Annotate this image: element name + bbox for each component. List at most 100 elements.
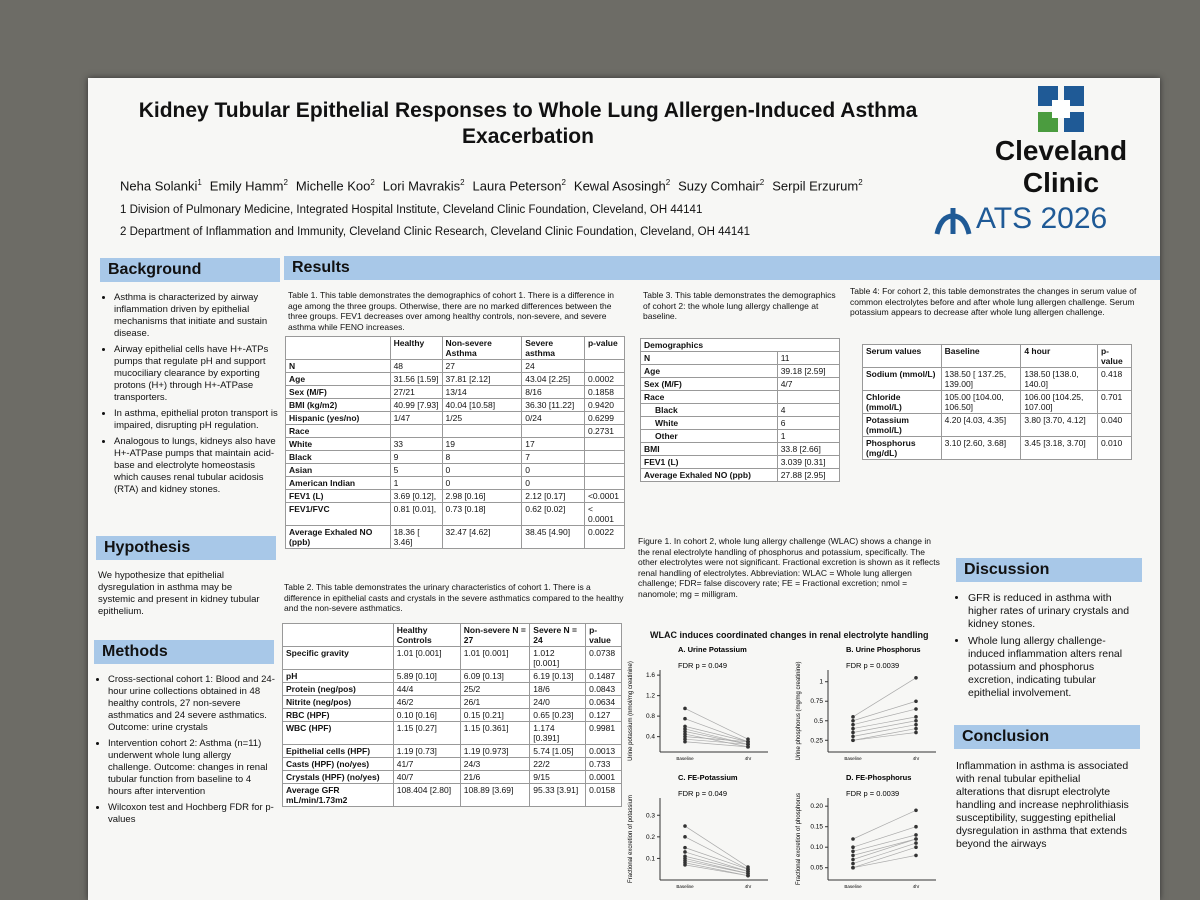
author: Laura Peterson [472, 178, 562, 194]
cell: 18.36 [ 3.46] [389, 525, 443, 549]
cell: 0.0013 [585, 744, 622, 758]
cell: 0.65 [0.23] [529, 708, 587, 722]
x-tick-label: Baseline [844, 756, 862, 761]
header-cell: p-value [1096, 344, 1133, 368]
x-tick-label: 4hr [913, 884, 920, 889]
cell: 9/15 [529, 770, 587, 784]
row: Age 31.56 [1.59] 37.81 [2.12] 43.04 [2.25] 0… [285, 372, 626, 386]
cell: 1.174 [0.391] [529, 721, 587, 745]
point [914, 718, 918, 723]
cell: 138.50 [ 137.25, 139.00] [940, 367, 1022, 391]
point [851, 865, 855, 870]
y-tick-label: 0.10 [810, 844, 823, 851]
point [914, 837, 918, 841]
cell: 0.733 [585, 757, 622, 771]
cell: 5.89 [0.10] [392, 669, 461, 683]
header-row: Healthy Controls Non-severe N = 27 Severe … [282, 623, 622, 647]
cell: pH [282, 669, 394, 683]
cell: FEV1 (L) [285, 489, 391, 503]
pair-line [684, 736, 749, 743]
ats-icon [934, 208, 972, 235]
affiliation: 1 Division of Pulmonary Medicine, Integr… [120, 204, 703, 216]
point [851, 849, 855, 854]
cell: 33 [389, 437, 443, 451]
cell: 105.00 [104.00, 106.50] [940, 390, 1022, 414]
cell: 40.04 [10.58] [441, 398, 523, 412]
row: WBC (HPF) 1.15 [0.27] 1.15 [0.361] 1.174 [0… [282, 721, 622, 745]
cell: Specific gravity [282, 646, 394, 670]
row: BMI 33.8 [2.66] [640, 442, 841, 456]
cell: 24/3 [459, 757, 531, 771]
logo-text: Cleveland [994, 135, 1128, 166]
row: Average Exhaled NO (ppb) 27.88 [2.95] [640, 468, 841, 482]
point [683, 706, 687, 711]
header-cell: Demographics [640, 338, 840, 352]
point [914, 726, 918, 731]
pair-line [852, 855, 917, 869]
cell [583, 359, 626, 373]
cell: 0.15 [0.21] [459, 708, 531, 722]
point [683, 724, 687, 729]
cell: 1.19 [0.73] [392, 744, 461, 758]
bullet: In asthma, epithelial proton transport i… [114, 408, 280, 432]
author: Emily Hamm [209, 178, 284, 194]
cell [521, 424, 585, 438]
point [683, 734, 687, 739]
cell: 31.56 [1.59] [389, 372, 443, 386]
point [683, 845, 687, 850]
cell: 1.15 [0.361] [459, 721, 531, 745]
table: Demographics N 11 Age 39.18 [2.59] Sex (M/F) 4… [640, 338, 841, 482]
pair-line [684, 862, 749, 877]
y-tick-label: 0.8 [646, 713, 655, 720]
author: Serpil Erzurum [772, 178, 859, 194]
cell: 7 [521, 450, 585, 464]
point [683, 737, 687, 741]
point [746, 873, 750, 878]
row: Sodium (mmol/L) 138.50 [ 137.25, 139.00] 1… [862, 367, 1133, 391]
pair-line [852, 720, 917, 733]
annotation: FDR p = 0.049 [678, 661, 727, 670]
cell: 33.8 [2.66] [776, 442, 841, 456]
cell: Race [640, 390, 778, 404]
cell: 27.88 [2.95] [776, 468, 841, 482]
pair-line [852, 700, 917, 722]
pair-line [852, 846, 917, 869]
row: FEV1/FVC 0.81 [0.01], 0.73 [0.18] 0.62 [0.0… [285, 502, 626, 526]
point [914, 707, 918, 711]
cell: Average GFR mL/min/1.73m2 [282, 783, 394, 807]
y-tick-label: 0.4 [646, 734, 655, 741]
cell: N [285, 359, 391, 373]
cell: 0/24 [521, 411, 585, 425]
cell: Black [285, 450, 391, 464]
cell: 0.1487 [585, 669, 622, 683]
point [851, 718, 855, 723]
cell: 1.01 [0.001] [459, 646, 531, 670]
authors: Neha Solanki1 Emily Hamm2 Michelle Koo2 Lor… [120, 178, 871, 193]
logo-text: Clinic [1022, 167, 1100, 198]
cell: 46/2 [392, 695, 461, 709]
author: Neha Solanki [120, 178, 198, 194]
point [914, 808, 918, 813]
cell: 0.010 [1096, 436, 1133, 460]
pair-line [684, 738, 749, 745]
cell: 0.701 [1096, 390, 1133, 414]
cell: 4 [776, 403, 841, 417]
header-cell: 4 hour [1020, 344, 1098, 368]
point [914, 715, 918, 719]
cell: 40.99 [7.93] [389, 398, 443, 412]
cell: 2.98 [0.16] [441, 489, 523, 503]
y-tick-label: 0.3 [646, 812, 655, 819]
background-text: Asthma is characterized by airway inflam… [100, 292, 280, 500]
cell: Black [640, 403, 778, 417]
bullet: Cross-sectional cohort 1: Blood and 24-h… [108, 674, 276, 734]
cell: American Indian [285, 476, 391, 490]
pair-line [852, 708, 917, 726]
conclusion-text: Inflammation in asthma is associated wit… [956, 760, 1129, 850]
point [683, 739, 687, 744]
header-row: Serum values Baseline 4 hour p-value [862, 344, 1133, 368]
axis-label: Urine potassium (nmol/mg creatinine) [628, 661, 634, 761]
cell: 0.6299 [583, 411, 626, 425]
cell: 0 [441, 476, 523, 490]
cell: 138.50 [138.0, 140.0] [1020, 367, 1098, 391]
cell: 24/0 [529, 695, 587, 709]
